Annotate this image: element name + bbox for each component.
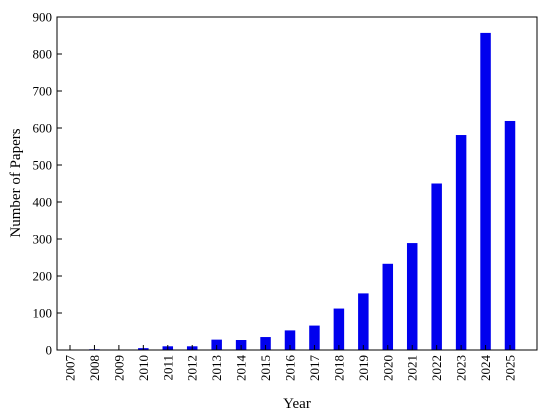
x-tick-label: 2008 xyxy=(87,355,102,381)
x-tick-label: 2010 xyxy=(136,355,151,381)
x-tick-label: 2022 xyxy=(429,355,444,381)
x-tick-label: 2012 xyxy=(185,355,200,381)
x-tick-label: 2009 xyxy=(111,355,126,381)
bar-2019 xyxy=(358,293,369,350)
bar-2021 xyxy=(406,243,418,350)
y-tick-label: 700 xyxy=(33,84,53,99)
y-axis-label: Number of Papers xyxy=(8,128,24,237)
bar-2022 xyxy=(431,183,442,350)
bar-2017 xyxy=(309,325,320,350)
x-tick-label: 2021 xyxy=(405,355,420,381)
y-tick-label: 300 xyxy=(33,232,53,247)
x-tick-label: 2014 xyxy=(234,355,249,382)
plot-frame xyxy=(56,16,538,351)
y-axis: 0 100 200 300 400 500 600 700 800 900 xyxy=(33,10,62,358)
x-tick-label: 2024 xyxy=(478,355,493,382)
x-tick-label: 2015 xyxy=(258,355,273,381)
bar-2025 xyxy=(504,120,516,350)
bar-2018 xyxy=(333,308,345,350)
bar-2023 xyxy=(455,135,467,350)
y-tick-label: 400 xyxy=(33,195,53,210)
y-tick-label: 500 xyxy=(33,158,53,173)
x-tick-label: 2025 xyxy=(503,355,518,381)
x-axis: 2007 2008 2009 2010 2011 2012 2013 2014 2015 2016… xyxy=(63,345,518,381)
x-tick-label: 2016 xyxy=(283,355,298,382)
bar-2016 xyxy=(284,330,296,350)
y-tick-label: 600 xyxy=(33,121,53,136)
x-tick-label: 2018 xyxy=(331,355,346,381)
bar-2013 xyxy=(211,339,222,350)
y-tick-label: 0 xyxy=(46,343,53,358)
x-tick-label: 2007 xyxy=(63,355,78,382)
x-tick-label: 2011 xyxy=(160,355,175,381)
y-tick-label: 800 xyxy=(33,47,53,62)
bar-2024 xyxy=(480,32,491,350)
bar-2015 xyxy=(260,337,271,350)
bar-2020 xyxy=(382,263,394,350)
y-tick-label: 100 xyxy=(33,306,53,321)
x-tick-label: 2019 xyxy=(356,355,371,381)
x-axis-label: Year xyxy=(283,396,311,412)
y-tick-label: 900 xyxy=(33,10,53,25)
x-tick-label: 2023 xyxy=(454,355,469,381)
x-tick-label: 2020 xyxy=(380,355,395,381)
x-tick-label: 2013 xyxy=(209,355,224,381)
bars xyxy=(89,32,516,350)
x-tick-label: 2017 xyxy=(307,355,322,382)
y-tick-label: 200 xyxy=(33,269,53,284)
